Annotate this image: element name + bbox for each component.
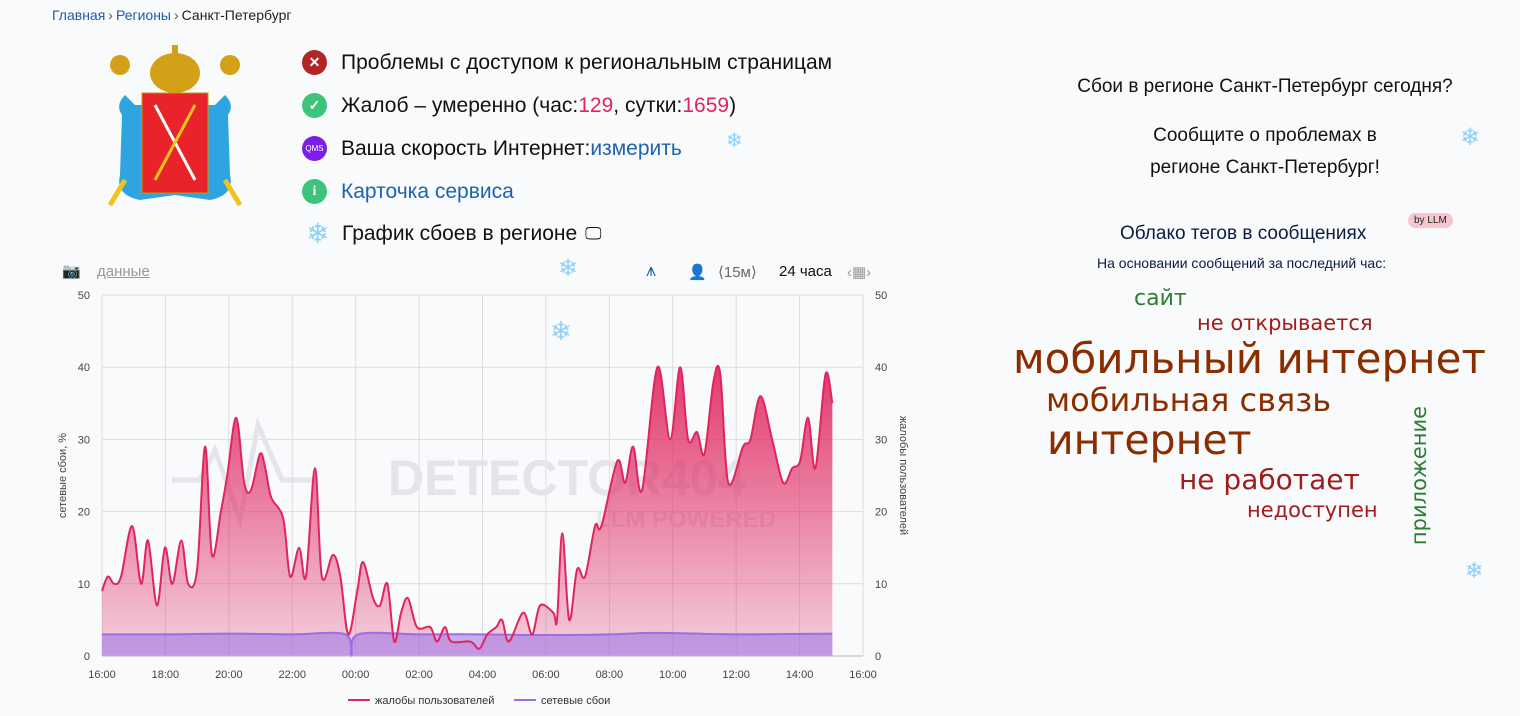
y-tick-right: 30 (875, 434, 887, 446)
y-tick-left: 10 (78, 579, 90, 591)
x-tick-label: 18:00 (152, 669, 180, 681)
status-card: i Карточка сервиса (302, 179, 514, 204)
snowflake-icon: ❄ (726, 130, 743, 152)
chart-heading: График сбоев в регионе 🖵 (342, 222, 602, 246)
report-prompt: Сообщите о проблемах в регионе Санкт-Пет… (1000, 120, 1520, 184)
snowflake-icon: ❄ (1465, 558, 1484, 583)
y-tick-right: 40 (875, 362, 887, 374)
x-tick-label: 20:00 (215, 669, 243, 681)
y-tick-left: 0 (84, 651, 90, 663)
question-heading: Сбои в регионе Санкт-Петербург сегодня? (1077, 76, 1453, 97)
x-tick-label: 04:00 (469, 669, 497, 681)
tag-app[interactable]: приложение (1407, 405, 1432, 546)
chart-type-icon[interactable]: ⩚ (646, 260, 657, 280)
x-tick-label: 16:00 (849, 669, 877, 681)
measure-speed-link[interactable]: измерить (590, 136, 682, 160)
user-icon[interactable]: 👤 (688, 264, 707, 281)
breadcrumb-regions[interactable]: Регионы (115, 7, 171, 23)
speed-label: Ваша скорость Интернет: (341, 136, 591, 160)
y-axis-label-right: жалобы пользователей (897, 416, 909, 535)
tag-internet[interactable]: интернет (1047, 416, 1252, 464)
y-tick-right: 50 (875, 290, 887, 302)
tag-cloud-subtitle: На основании сообщений за последний час: (1097, 255, 1387, 271)
error-x-icon: ✕ (302, 50, 327, 75)
tag-mobile-connection[interactable]: мобильная связь (1046, 381, 1332, 419)
y-tick-left: 30 (78, 434, 90, 446)
breadcrumb-home[interactable]: Главная (52, 7, 106, 23)
legend-complaints: жалобы пользователей (375, 695, 494, 707)
tag-site[interactable]: сайт (1134, 286, 1187, 311)
info-icon: i (302, 179, 327, 204)
tag-not-working[interactable]: не работает (1179, 463, 1360, 496)
llm-badge: by LLM (1408, 213, 1453, 228)
y-tick-right: 0 (875, 651, 881, 663)
snowflake-icon: ❄ (550, 316, 572, 346)
complaints-hour: 129 (578, 93, 614, 117)
chevron-right-icon: › (108, 7, 113, 23)
x-tick-label: 08:00 (596, 669, 624, 681)
interval-toggle[interactable]: ⟨15м⟩ (718, 264, 757, 281)
snowflake-icon: ❄ (1460, 124, 1481, 151)
tag-cloud-title: Облако тегов в сообщениях (1120, 223, 1367, 244)
x-tick-label: 00:00 (342, 669, 370, 681)
status-access: ✕ Проблемы с доступом к региональным стр… (302, 50, 832, 75)
x-tick-label: 10:00 (659, 669, 687, 681)
check-icon: ✓ (302, 93, 327, 118)
x-tick-label: 02:00 (405, 669, 433, 681)
access-text: Проблемы с доступом к региональным стран… (341, 50, 833, 74)
coat-of-arms-logo (107, 45, 243, 207)
complaints-mid: , сутки: (613, 93, 683, 117)
breadcrumb-current: Санкт-Петербург (181, 7, 292, 23)
snowflake-icon: ❄ (558, 255, 579, 282)
breadcrumb: Главная › Регионы › Санкт-Петербург (52, 7, 291, 23)
chart-heading-text: График сбоев в регионе (342, 222, 578, 245)
chevron-right-icon: › (173, 7, 179, 23)
monitor-icon[interactable]: 🖵 (585, 224, 602, 243)
y-tick-left: 20 (78, 507, 90, 519)
calendar-icon[interactable]: ‹▦› (847, 264, 872, 281)
snowflake-icon: ❄ (306, 218, 330, 249)
tag-not-opening[interactable]: не открывается (1197, 311, 1373, 335)
complaints-label: Жалоб – умеренно (час: (341, 93, 579, 117)
data-link[interactable]: данные (97, 263, 150, 280)
tag-unavailable[interactable]: недоступен (1247, 498, 1378, 522)
complaints-suffix: ) (729, 93, 737, 117)
range-selector[interactable]: 24 часа (779, 263, 832, 280)
y-tick-left: 40 (78, 362, 90, 374)
y-axis-label-left: сетевые сбои, % (57, 433, 69, 518)
x-tick-label: 14:00 (786, 669, 814, 681)
report-line-1: Сообщите о проблемах в (1153, 125, 1377, 146)
qms-icon: QMS (302, 136, 327, 161)
legend-network: сетевые сбои (541, 695, 610, 707)
y-tick-left: 50 (78, 290, 90, 302)
service-card-link[interactable]: Карточка сервиса (341, 179, 514, 203)
tag-mobile-internet[interactable]: мобильный интернет (1013, 334, 1486, 383)
y-tick-right: 20 (875, 507, 887, 519)
x-tick-label: 06:00 (532, 669, 560, 681)
x-tick-label: 22:00 (278, 669, 306, 681)
network-area (102, 632, 833, 656)
y-tick-right: 10 (875, 579, 887, 591)
complaints-line (101, 364, 834, 650)
report-line-2: регионе Санкт-Петербург! (1150, 157, 1380, 178)
status-speed: QMS Ваша скорость Интернет: измерить (302, 136, 682, 161)
outage-chart: 0 0 10 10 20 20 30 30 40 40 50 50 16:00 18:00 20:00 22:… (57, 290, 909, 707)
complaints-area (102, 365, 833, 656)
x-tick-label: 12:00 (722, 669, 750, 681)
x-tick-label: 16:00 (88, 669, 116, 681)
camera-icon[interactable]: 📷 (62, 263, 81, 280)
complaints-day: 1659 (682, 93, 730, 117)
status-complaints: ✓ Жалоб – умеренно (час: 129, сутки: 165… (302, 93, 736, 118)
